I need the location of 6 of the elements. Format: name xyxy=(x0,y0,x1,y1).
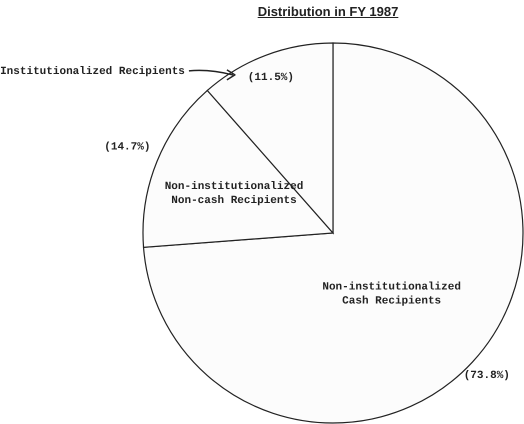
slice-label: Non-institutionalized Cash Recipients xyxy=(322,281,461,308)
slice-label: Institutionalized Recipients xyxy=(0,66,185,78)
chart-title: Distribution in FY 1987 xyxy=(256,4,400,19)
data-label: (14.7%) xyxy=(104,141,150,154)
data-label: (73.8%) xyxy=(464,370,510,382)
data-label: (11.5%) xyxy=(248,72,294,84)
